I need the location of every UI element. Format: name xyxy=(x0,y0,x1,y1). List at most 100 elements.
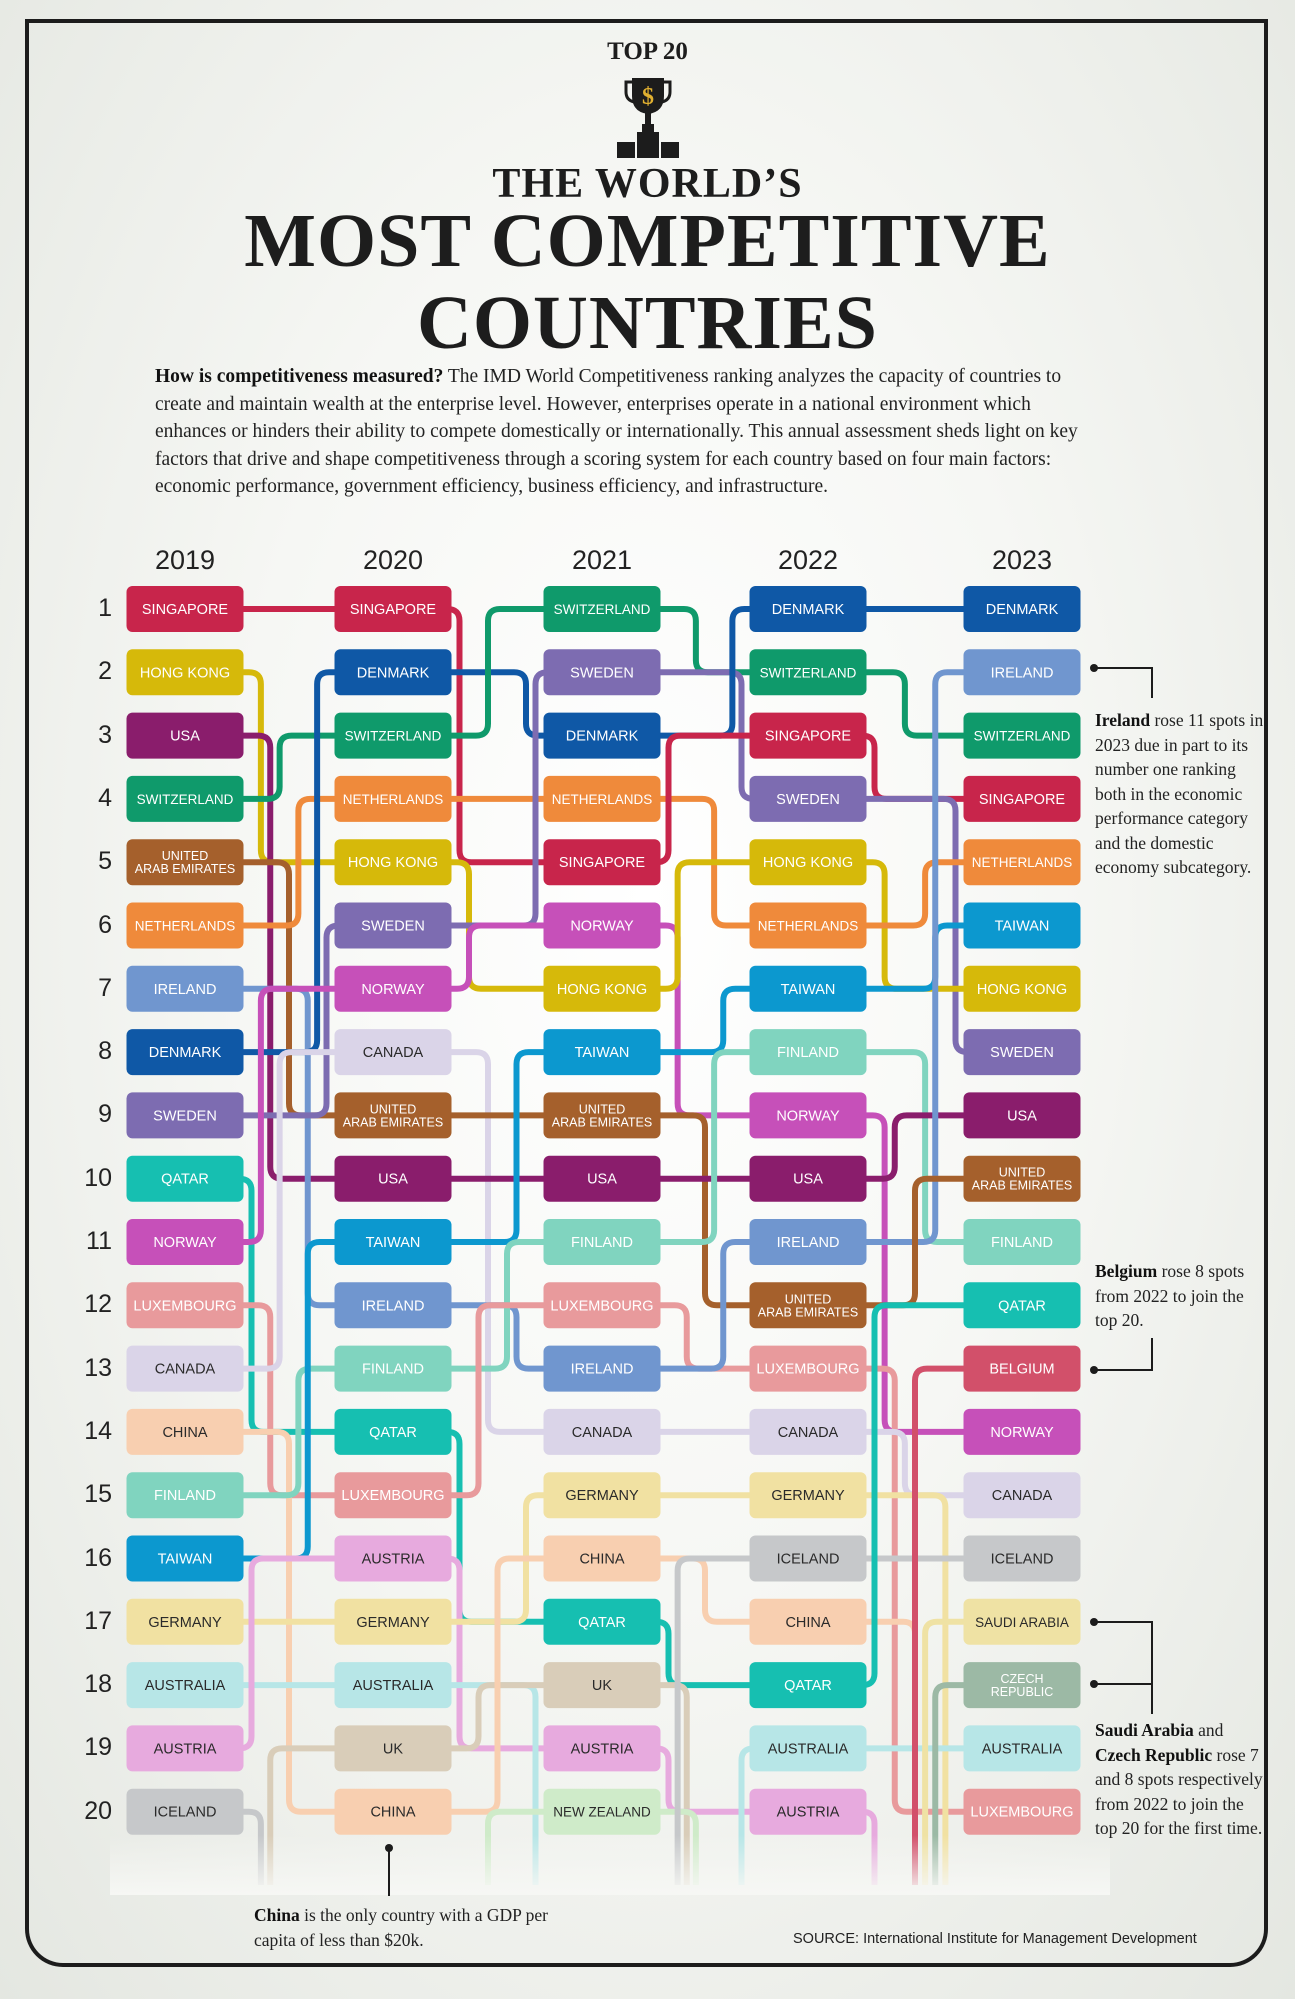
country-label: CZECH xyxy=(1000,1672,1043,1686)
callout-dot-czech-republic xyxy=(1090,1680,1098,1688)
annotation-ireland-bold: Ireland xyxy=(1095,710,1151,730)
country-box-hong-kong-2022: HONG KONG xyxy=(749,839,867,886)
line-exit-germany-2022 xyxy=(808,1492,949,1885)
country-label: FINLAND xyxy=(154,1488,216,1504)
country-box-australia-2023: AUSTRALIA xyxy=(963,1725,1081,1772)
country-box-usa-2023: USA xyxy=(963,1092,1081,1139)
country-label: GERMANY xyxy=(148,1615,222,1631)
country-label: GERMANY xyxy=(565,1488,639,1504)
rank-label-6: 6 xyxy=(98,910,112,939)
country-label: LUXEMBOURG xyxy=(550,1298,653,1314)
country-label: REPUBLIC xyxy=(991,1685,1054,1699)
rank-label-1: 1 xyxy=(98,594,112,622)
country-label: DENMARK xyxy=(772,602,845,618)
country-label: CANADA xyxy=(155,1362,216,1378)
line-singapore-2021 xyxy=(602,732,808,866)
country-label: SWEDEN xyxy=(776,792,840,808)
line-taiwan-2020 xyxy=(393,1049,602,1245)
line-netherlands-2019 xyxy=(185,795,393,929)
callout-dot-ireland xyxy=(1090,664,1098,672)
country-box-uk-2020: UK xyxy=(334,1725,452,1772)
rank-label-14: 14 xyxy=(84,1416,112,1445)
country-box-denmark-2019: DENMARK xyxy=(126,1029,244,1076)
country-box-finland-2021: FINLAND xyxy=(543,1219,661,1265)
country-label: USA xyxy=(587,1172,617,1188)
annotation-belgium: Belgium rose 8 spots from 2022 to join t… xyxy=(1095,1259,1270,1333)
line-austria-2019 xyxy=(185,1555,393,1752)
rank-label-3: 3 xyxy=(98,720,112,749)
country-label: TAIWAN xyxy=(781,982,836,998)
country-label: NETHERLANDS xyxy=(552,792,653,807)
intro-text: The IMD World Competitiveness ranking an… xyxy=(155,366,1078,498)
country-box-australia-2022: AUSTRALIA xyxy=(749,1725,867,1772)
annotation-saudi-czech: Saudi Arabia and Czech Republic rose 7 a… xyxy=(1095,1718,1270,1841)
rank-label-19: 19 xyxy=(84,1733,112,1762)
country-label: CHINA xyxy=(785,1615,830,1631)
country-box-luxembourg-2021: LUXEMBOURG xyxy=(543,1282,661,1329)
country-box-netherlands-2022: NETHERLANDS xyxy=(749,902,867,949)
country-label: AUSTRALIA xyxy=(768,1741,849,1757)
rank-label-7: 7 xyxy=(98,973,112,1002)
rank-label-4: 4 xyxy=(98,783,112,812)
line-qatar-2022 xyxy=(808,1302,1022,1689)
country-label: FINLAND xyxy=(777,1045,839,1061)
country-label: UNITED xyxy=(579,1102,626,1116)
country-box-china-2020: CHINA xyxy=(334,1788,452,1835)
country-box-taiwan-2021: TAIWAN xyxy=(543,1029,661,1076)
line-switzerland-2020 xyxy=(393,606,602,739)
rank-label-20: 20 xyxy=(84,1796,112,1825)
rank-label-15: 15 xyxy=(84,1480,112,1509)
country-box-canada-2020: CANADA xyxy=(334,1029,452,1076)
line-ireland-2021 xyxy=(602,1239,808,1372)
country-box-qatar-2019: QATAR xyxy=(126,1155,244,1202)
country-box-switzerland-2021: SWITZERLAND xyxy=(543,586,661,632)
country-box-denmark-2023: DENMARK xyxy=(963,586,1081,632)
line-enter-saudi-arabia-2023 xyxy=(922,1618,1022,1885)
country-label: HONG KONG xyxy=(763,855,853,871)
country-box-ireland-2021: IRELAND xyxy=(543,1345,661,1392)
country-label: NORWAY xyxy=(990,1425,1054,1441)
country-label: NETHERLANDS xyxy=(758,919,859,934)
year-header-2020: 2020 xyxy=(362,545,424,575)
line-taiwan-2021 xyxy=(602,985,808,1056)
annotation-saudi-mid: and xyxy=(1193,1720,1224,1740)
country-box-china-2022: CHINA xyxy=(749,1598,867,1645)
country-box-denmark-2022: DENMARK xyxy=(749,586,867,632)
line-norway-2019 xyxy=(185,985,393,1245)
country-label: HONG KONG xyxy=(348,855,438,871)
rank-label-5: 5 xyxy=(98,847,112,876)
line-luxembourg-2020 xyxy=(393,1302,602,1499)
line-exit-new-zealand-2021 xyxy=(602,1808,699,1885)
country-label: NORWAY xyxy=(153,1235,217,1251)
country-box-germany-2022: GERMANY xyxy=(749,1472,867,1519)
frame-border xyxy=(25,19,1268,1967)
country-box-china-2021: CHINA xyxy=(543,1535,661,1582)
line-switzerland-2019 xyxy=(185,732,393,802)
country-box-norway-2020: NORWAY xyxy=(334,965,452,1012)
rank-label-8: 8 xyxy=(98,1037,112,1066)
country-label: CHINA xyxy=(579,1552,624,1568)
country-label: DENMARK xyxy=(986,602,1059,618)
line-united-arab-emirates-2021 xyxy=(602,1112,808,1309)
country-label: IRELAND xyxy=(571,1362,634,1378)
bottom-fade xyxy=(110,1835,1110,1895)
country-box-singapore-2023: SINGAPORE xyxy=(963,775,1081,822)
annotation-belgium-text: rose 8 spots from 2022 to join the top 2… xyxy=(1095,1261,1245,1330)
country-label: ICELAND xyxy=(777,1552,840,1568)
country-label: QATAR xyxy=(998,1298,1046,1314)
country-box-sweden-2020: SWEDEN xyxy=(334,902,452,949)
country-label: AUSTRALIA xyxy=(353,1678,434,1694)
line-china-2020 xyxy=(393,1555,602,1815)
country-label: AUSTRALIA xyxy=(145,1678,226,1694)
line-canada-2019 xyxy=(185,1049,393,1372)
country-label: AUSTRIA xyxy=(571,1741,634,1757)
line-enter-uk-2020 xyxy=(267,1745,393,1885)
country-label: HONG KONG xyxy=(557,982,647,998)
country-label: ARAB EMIRATES xyxy=(343,1115,443,1129)
